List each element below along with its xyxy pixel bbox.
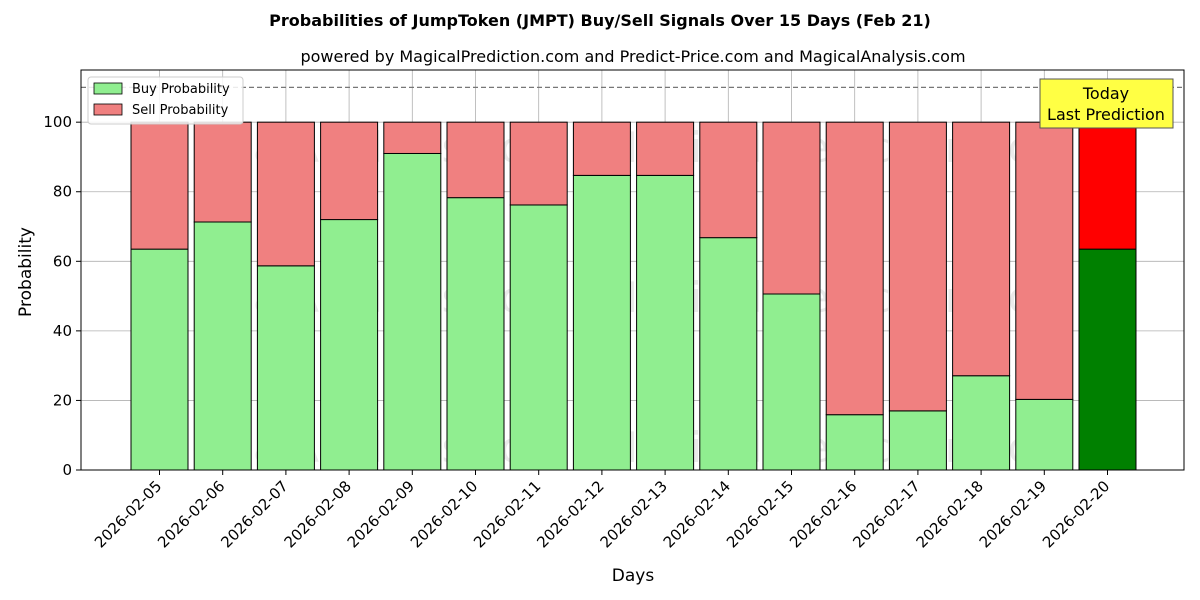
bar-buy-2026-02-14 [699,237,758,471]
y-tick-label: 20 [53,391,72,409]
x-tick-label: 2026-02-19 [976,477,1050,551]
bar-buy-2026-02-16 [825,414,884,471]
bar-buy-2026-02-08 [320,219,379,471]
y-axis-label: Probability [16,227,36,317]
bar-sell-2026-02-16 [825,121,884,416]
bar-sell-2026-02-14 [699,121,758,239]
bar-sell-2026-02-17 [888,121,947,412]
y-tick-label: 100 [43,113,72,131]
legend-box [87,76,244,125]
bar-sell-2026-02-11 [509,121,568,206]
bar-buy-2026-02-11 [509,204,568,471]
legend: Buy Probability Sell Probability [87,76,244,125]
x-tick-label: 2026-02-09 [344,477,418,551]
bar-sell-2026-02-07 [256,121,315,267]
bar-buy-2026-02-20 [1078,248,1137,471]
y-tick-label: 80 [53,183,72,201]
x-tick-label: 2026-02-15 [723,477,797,551]
x-tick-label: 2026-02-11 [470,477,544,551]
today-annotation-box [1039,78,1174,129]
bar-sell-2026-02-13 [636,121,695,176]
bar-sell-2026-02-09 [383,121,442,154]
y-tick-label: 40 [53,322,72,340]
bar-buy-2026-02-09 [383,152,442,471]
bar-buy-2026-02-12 [572,174,631,471]
bar-sell-2026-02-12 [572,121,631,176]
x-tick-label: 2026-02-08 [281,477,355,551]
x-tick-label: 2026-02-16 [786,477,860,551]
x-tick-label: 2026-02-05 [91,477,165,551]
last-prediction-label: Last Prediction [1047,105,1165,124]
y-tick-label: 0 [62,461,72,479]
x-tick-label: 2026-02-20 [1039,477,1113,551]
bar-buy-2026-02-06 [193,221,252,471]
legend-label-sell: Sell Probability [132,103,229,118]
bars [130,121,1137,471]
bar-buy-2026-02-15 [762,293,821,471]
x-tick-label: 2026-02-10 [407,477,481,551]
chart-title: Probabilities of JumpToken (JMPT) Buy/Se… [269,11,931,30]
x-tick-label: 2026-02-18 [913,477,987,551]
bar-sell-2026-02-08 [320,121,379,221]
bar-buy-2026-02-19 [1015,398,1074,471]
x-axis-label: Days [612,566,655,586]
bar-buy-2026-02-10 [446,197,505,471]
bar-buy-2026-02-17 [888,410,947,471]
x-axis: 2026-02-052026-02-062026-02-072026-02-08… [91,470,1113,551]
bar-buy-2026-02-07 [256,265,315,471]
bar-buy-2026-02-18 [952,375,1011,471]
bar-buy-2026-02-13 [636,174,695,471]
plot-frame [80,69,1185,471]
x-tick-label: 2026-02-13 [597,477,671,551]
bar-sell-2026-02-19 [1015,121,1074,400]
x-tick-label: 2026-02-12 [533,477,607,551]
today-label: Today [1082,84,1129,103]
y-axis: 0 20 40 60 80 100 [43,113,81,479]
bar-sell-2026-02-10 [446,121,505,199]
x-tick-label: 2026-02-06 [154,477,228,551]
bar-buy-2026-02-05 [130,248,189,471]
x-tick-label: 2026-02-14 [660,477,734,551]
legend-label-buy: Buy Probability [132,82,230,97]
bar-sell-2026-02-05 [130,121,189,250]
today-annotation: Today Last Prediction [1039,78,1174,129]
y-tick-label: 60 [53,252,72,270]
x-tick-label: 2026-02-07 [217,477,291,551]
bar-sell-2026-02-06 [193,121,252,223]
bar-sell-2026-02-18 [952,121,1011,377]
legend-swatch-sell [93,103,123,116]
chart-subtitle: powered by MagicalPrediction.com and Pre… [300,47,965,66]
bar-sell-2026-02-20 [1078,121,1137,250]
legend-swatch-buy [93,82,123,95]
bar-sell-2026-02-15 [762,121,821,295]
x-tick-label: 2026-02-17 [849,477,923,551]
